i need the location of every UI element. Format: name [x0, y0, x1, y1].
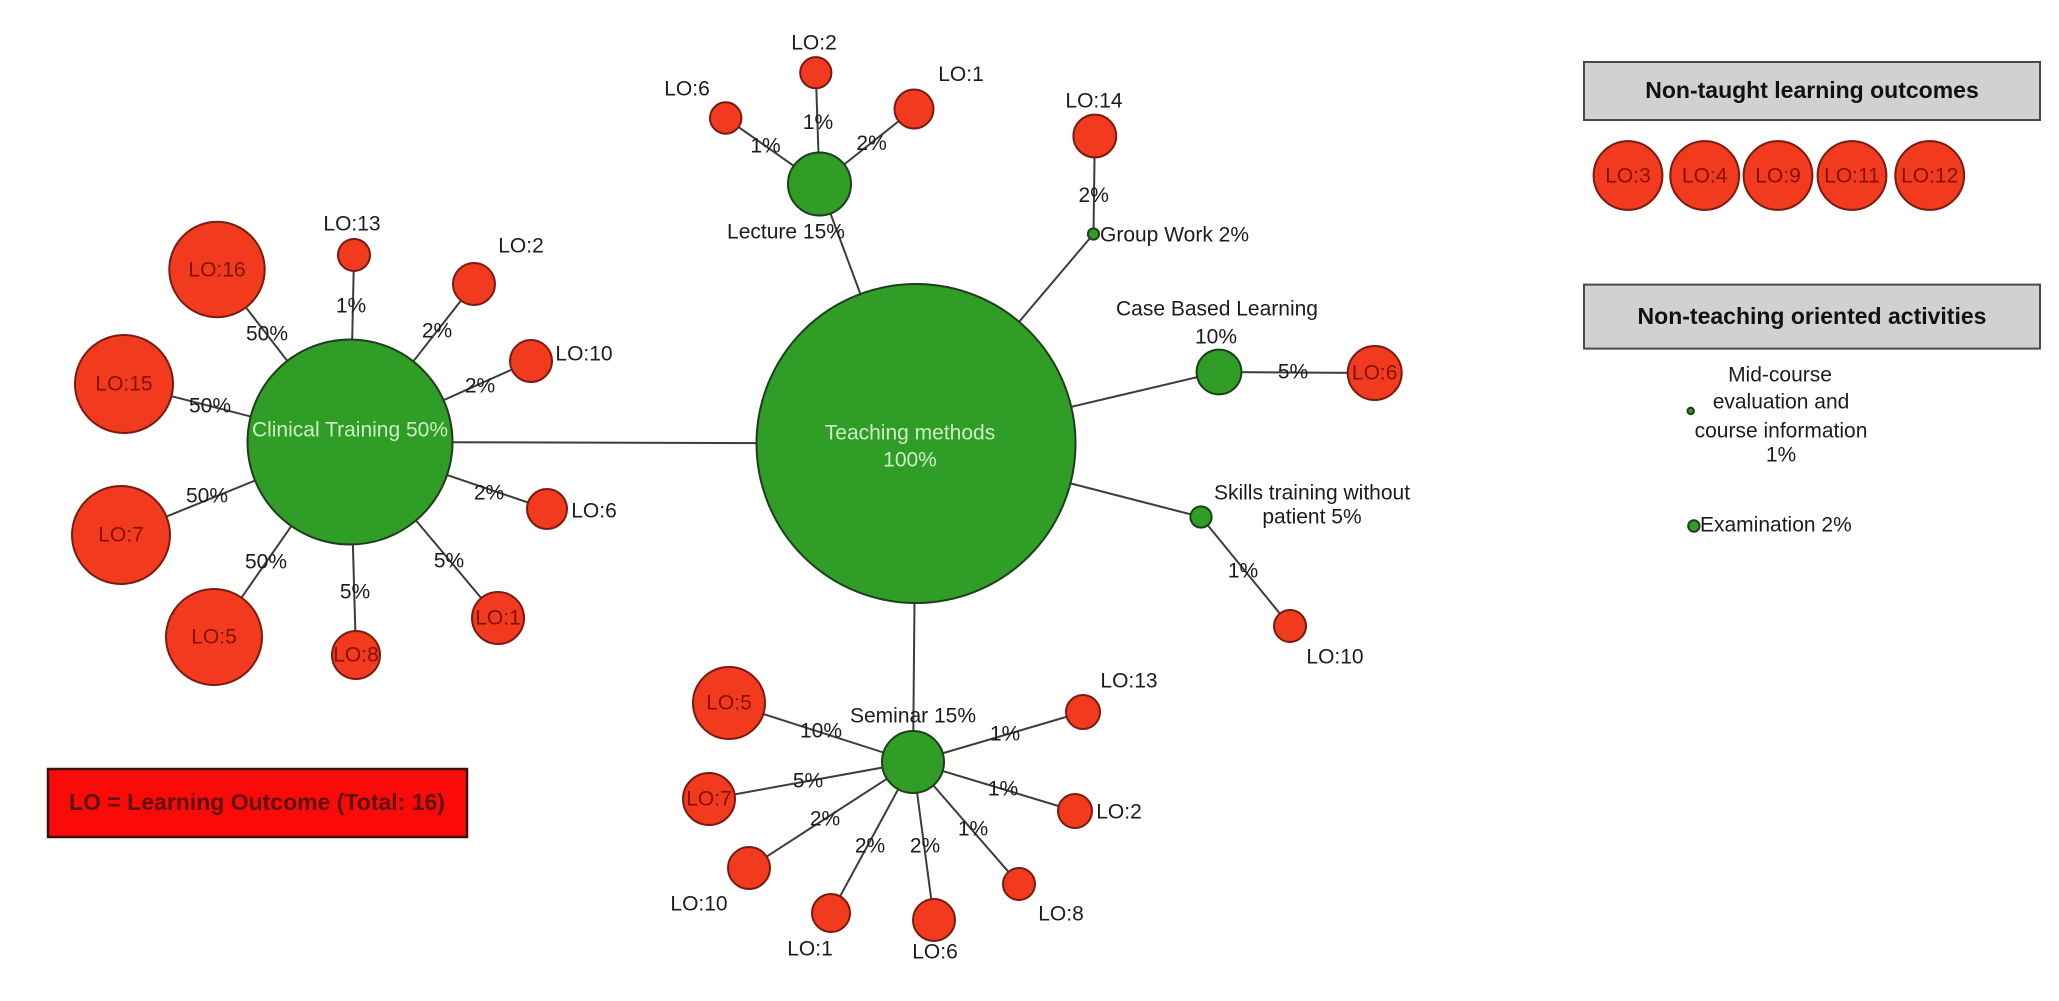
svg-text:LO:13: LO:13 — [1100, 670, 1157, 693]
svg-text:Seminar 15%: Seminar 15% — [850, 705, 976, 728]
svg-text:LO:5: LO:5 — [191, 626, 237, 649]
svg-text:LO:7: LO:7 — [98, 524, 144, 547]
svg-text:LO:1: LO:1 — [475, 607, 521, 630]
svg-text:1%: 1% — [1766, 444, 1796, 467]
svg-text:LO:8: LO:8 — [1038, 903, 1084, 926]
svg-text:10%: 10% — [1195, 326, 1237, 349]
svg-text:Teaching methods: Teaching methods — [825, 422, 995, 445]
svg-text:LO:5: LO:5 — [706, 692, 752, 715]
svg-text:LO:13: LO:13 — [323, 213, 380, 236]
svg-text:LO:6: LO:6 — [1352, 362, 1398, 385]
svg-text:Non-taught learning outcomes: Non-taught learning outcomes — [1645, 77, 1979, 103]
svg-text:LO:1: LO:1 — [938, 63, 984, 86]
svg-text:Examination 2%: Examination 2% — [1700, 514, 1852, 537]
svg-text:LO:11: LO:11 — [1824, 165, 1880, 188]
svg-text:50%: 50% — [245, 551, 287, 574]
svg-text:1%: 1% — [1228, 560, 1258, 583]
svg-text:LO:7: LO:7 — [686, 788, 732, 811]
svg-text:50%: 50% — [186, 485, 228, 508]
svg-text:5%: 5% — [793, 770, 823, 793]
svg-text:2%: 2% — [474, 482, 504, 505]
svg-text:Group Work 2%: Group Work 2% — [1100, 224, 1249, 247]
svg-text:50%: 50% — [189, 395, 231, 418]
svg-text:5%: 5% — [434, 550, 464, 573]
svg-text:LO:10: LO:10 — [670, 893, 727, 916]
svg-text:LO:6: LO:6 — [571, 500, 617, 523]
svg-text:1%: 1% — [750, 135, 780, 158]
svg-text:LO:10: LO:10 — [1306, 646, 1363, 669]
svg-text:LO:8: LO:8 — [333, 644, 379, 667]
svg-text:Clinical Training 50%: Clinical Training 50% — [252, 419, 448, 442]
svg-text:1%: 1% — [803, 111, 833, 134]
svg-text:10%: 10% — [800, 720, 842, 743]
svg-text:course information: course information — [1695, 420, 1868, 443]
svg-text:LO:6: LO:6 — [664, 78, 710, 101]
svg-text:LO:16: LO:16 — [188, 259, 245, 282]
svg-text:2%: 2% — [855, 835, 885, 858]
svg-text:5%: 5% — [340, 581, 370, 604]
svg-text:2%: 2% — [856, 132, 886, 155]
svg-text:Skills training without: Skills training without — [1214, 482, 1410, 505]
svg-text:LO:9: LO:9 — [1755, 165, 1801, 188]
svg-text:Mid-course: Mid-course — [1728, 364, 1832, 387]
svg-text:2%: 2% — [465, 375, 495, 398]
svg-text:2%: 2% — [810, 808, 840, 831]
svg-text:LO:3: LO:3 — [1605, 165, 1651, 188]
svg-text:LO:2: LO:2 — [498, 235, 544, 258]
svg-text:100%: 100% — [883, 449, 937, 472]
svg-text:LO:15: LO:15 — [95, 373, 152, 396]
svg-text:Lecture 15%: Lecture 15% — [727, 221, 845, 244]
svg-text:LO:10: LO:10 — [555, 343, 612, 366]
svg-text:patient 5%: patient 5% — [1262, 506, 1361, 529]
svg-text:Case Based Learning: Case Based Learning — [1116, 298, 1318, 321]
svg-text:LO:14: LO:14 — [1065, 90, 1123, 113]
svg-text:1%: 1% — [988, 778, 1018, 801]
svg-text:LO = Learning Outcome (Total:: LO = Learning Outcome (Total: 16) — [69, 789, 445, 815]
svg-text:50%: 50% — [246, 323, 288, 346]
svg-text:2%: 2% — [1079, 184, 1109, 207]
svg-text:2%: 2% — [422, 320, 452, 343]
svg-text:LO:1: LO:1 — [787, 938, 833, 961]
svg-text:LO:2: LO:2 — [791, 32, 837, 55]
svg-text:5%: 5% — [1278, 361, 1308, 384]
svg-text:2%: 2% — [910, 835, 940, 858]
svg-text:1%: 1% — [990, 723, 1020, 746]
svg-text:1%: 1% — [336, 295, 366, 318]
svg-text:LO:6: LO:6 — [912, 941, 958, 964]
svg-text:Non-teaching oriented activiti: Non-teaching oriented activities — [1638, 303, 1987, 329]
svg-text:LO:4: LO:4 — [1682, 165, 1728, 188]
svg-text:LO:12: LO:12 — [1901, 165, 1958, 188]
svg-text:LO:2: LO:2 — [1096, 801, 1142, 824]
svg-text:evaluation and: evaluation and — [1713, 391, 1850, 414]
svg-text:1%: 1% — [958, 818, 988, 841]
